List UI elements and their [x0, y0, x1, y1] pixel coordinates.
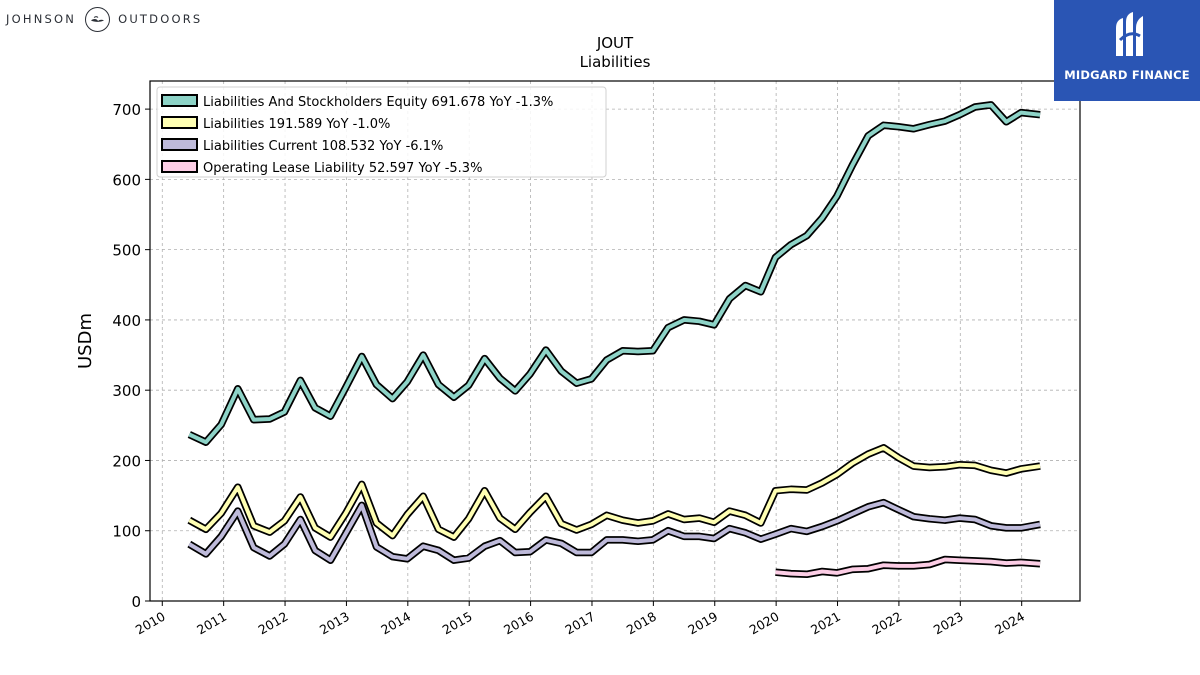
series-line-fill [188, 500, 1041, 563]
legend-swatch [161, 160, 198, 173]
x-tick-label: 2022 [869, 609, 904, 638]
johnson-outdoors-logo: JOHNSON OUTDOORS [6, 6, 202, 32]
legend-swatch [161, 94, 198, 107]
y-tick-label: 700 [112, 101, 141, 119]
y-tick-label: 0 [131, 593, 141, 611]
series-line-fill [188, 102, 1041, 445]
x-tick-label: 2010 [133, 609, 168, 638]
y-axis-label: USDm [75, 313, 96, 369]
logo-word-johnson: JOHNSON [6, 12, 77, 26]
legend-label: Liabilities 191.589 YoY -1.0% [203, 117, 390, 132]
series-4-line [775, 555, 1041, 579]
y-tick-label: 200 [112, 452, 141, 470]
legend-swatch [161, 138, 198, 151]
x-tick-label: 2017 [562, 609, 597, 638]
midgard-finance-name: MIDGARD FINANCE [1064, 68, 1190, 82]
legend: Liabilities And Stockholders Equity 691.… [156, 86, 607, 178]
logo-word-outdoors: OUTDOORS [118, 12, 203, 26]
series-1-line [187, 101, 1041, 446]
x-tick-label: 2020 [747, 609, 782, 638]
series-line-fill [188, 445, 1041, 540]
x-tick-label: 2015 [440, 609, 475, 638]
loon-emblem-icon [85, 6, 111, 32]
chart-subtitle: Liabilities [580, 53, 651, 71]
x-tick-label: 2016 [501, 609, 536, 638]
y-tick-label: 600 [112, 171, 141, 189]
x-tick-label: 2023 [931, 609, 966, 638]
x-tick-label: 2013 [317, 609, 352, 638]
y-tick-label: 100 [112, 523, 141, 541]
series-3-line [187, 498, 1041, 564]
chart-title: JOUT [596, 34, 634, 52]
legend-label: Operating Lease Liability 52.597 YoY -5.… [203, 161, 482, 176]
series-line-outline [187, 444, 1041, 541]
legend-box [156, 86, 607, 178]
midgard-emblem-icon [1116, 12, 1143, 56]
plot-frame [149, 80, 1081, 602]
y-axis: 0 100 200 300 400 500 600 700 [112, 101, 150, 611]
series-layer [187, 101, 1041, 579]
legend-label: Liabilities And Stockholders Equity 691.… [203, 95, 553, 110]
x-axis: 2010 2011 2012 2013 2014 2015 2016 2017 2018 2019… [133, 601, 1027, 638]
y-tick-label: 400 [112, 312, 141, 330]
x-tick-label: 2024 [992, 609, 1027, 638]
x-tick-label: 2018 [624, 609, 659, 638]
midgard-finance-logo: MIDGARD FINANCE [1054, 0, 1200, 101]
x-tick-label: 2014 [378, 609, 413, 638]
x-tick-label: 2011 [194, 609, 229, 638]
legend-swatch [161, 116, 198, 129]
x-tick-label: 2012 [255, 609, 290, 638]
x-tick-label: 2019 [685, 609, 720, 638]
series-line-fill [775, 557, 1041, 577]
x-tick-label: 2021 [808, 609, 843, 638]
legend-label: Liabilities Current 108.532 YoY -6.1% [203, 139, 443, 154]
series-2-line [187, 444, 1041, 541]
y-tick-label: 500 [112, 242, 141, 260]
y-tick-label: 300 [112, 382, 141, 400]
